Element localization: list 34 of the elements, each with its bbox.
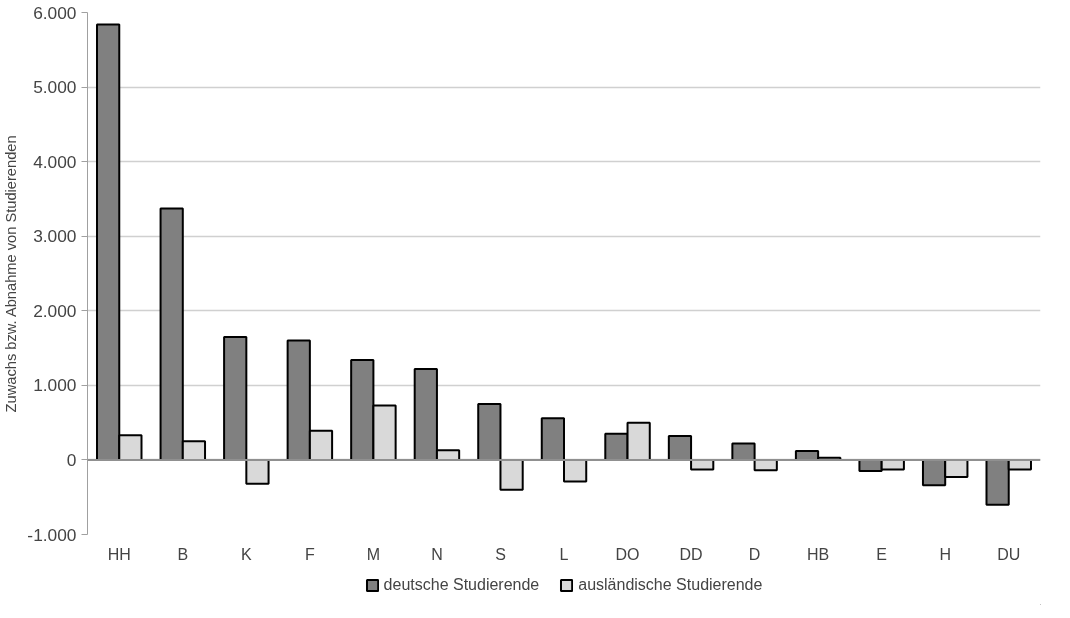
x-tick-label: HB (807, 545, 830, 563)
x-tick-label: D (748, 545, 761, 563)
legend-label: ausländische Studierende (578, 576, 763, 594)
x-tick-label: F (304, 545, 315, 563)
x-tick-label: DO (615, 545, 640, 563)
x-tick-label: M (366, 545, 381, 563)
x-tick-label: HH (107, 545, 131, 563)
x-tick-label: H (939, 545, 951, 563)
bar (667, 435, 693, 461)
x-tick-label: L (559, 545, 569, 563)
bar (245, 458, 270, 485)
legend-label: deutsche Studierende (383, 576, 540, 594)
bar (477, 403, 502, 461)
y-axis-title: Zuwachs bzw. Abnahme von Studierenden (3, 135, 20, 413)
y-tick-label: -1.000 (27, 524, 77, 545)
x-tick-label: N (431, 545, 443, 563)
y-tick-label: 1.000 (33, 375, 77, 396)
bar (731, 442, 756, 461)
x-tick-label: K (241, 545, 252, 563)
y-tick-label: 6.000 (33, 2, 77, 23)
bar (223, 335, 248, 461)
y-tick-label: 5.000 (33, 77, 77, 98)
bar (499, 458, 524, 491)
x-tick-label: B (177, 545, 189, 563)
x-tick-label: S (495, 545, 506, 563)
x-tick-label: DU (997, 545, 1021, 563)
x-tick-label: DD (679, 545, 703, 563)
y-tick-label: 2.000 (33, 300, 77, 321)
x-tick-label: E (876, 545, 887, 563)
bar (540, 417, 565, 461)
y-tick-label: 4.000 (33, 151, 77, 172)
bar (563, 458, 588, 483)
y-tick-label: 0 (66, 449, 77, 470)
y-tick-label: 3.000 (33, 226, 77, 247)
